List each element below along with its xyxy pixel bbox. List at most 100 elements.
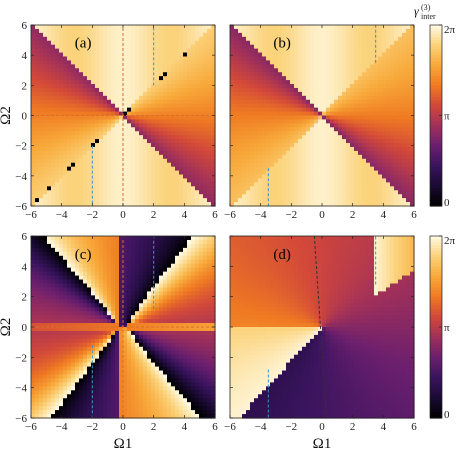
heatmap-cell	[151, 150, 156, 156]
heatmap-cell	[394, 91, 399, 97]
heatmap-cell	[83, 275, 88, 281]
heatmap-cell	[131, 107, 136, 113]
heatmap-cell	[39, 119, 44, 124]
heatmap-cell	[191, 76, 196, 81]
heatmap-cell	[131, 60, 136, 65]
heatmap-cell	[87, 251, 92, 257]
heatmap-cell	[75, 394, 80, 399]
heatmap-cell	[131, 115, 136, 121]
heatmap-cell	[103, 131, 108, 136]
heatmap-cell	[390, 143, 395, 148]
heatmap-cell	[91, 143, 96, 148]
heatmap-cell	[47, 315, 52, 320]
heatmap-cell	[318, 44, 323, 50]
heatmap-cell	[195, 139, 200, 144]
heatmap-cell	[59, 279, 64, 285]
heatmap-cell	[55, 119, 60, 124]
heatmap-cell	[71, 91, 76, 97]
heatmap-cell	[203, 103, 208, 109]
heatmap-cell	[195, 194, 200, 199]
heatmap-cell	[398, 56, 403, 62]
heatmap-cell	[87, 174, 92, 180]
heatmap-cell	[79, 366, 84, 372]
heatmap-cell	[83, 139, 88, 144]
heatmap-cell	[322, 143, 327, 148]
heatmap-cell	[67, 103, 72, 109]
heatmap-cell	[55, 131, 60, 136]
heatmap-cell	[155, 123, 160, 128]
heatmap-cell	[278, 99, 283, 105]
heatmap-cell	[282, 32, 287, 38]
y-tick-label: −6	[15, 201, 27, 213]
heatmap-cell	[410, 95, 415, 101]
heatmap-cell	[51, 307, 56, 312]
heatmap-cell	[230, 103, 235, 109]
heatmap-cell	[115, 135, 120, 140]
heatmap-cell	[35, 342, 40, 348]
heatmap-cell	[374, 99, 379, 105]
heatmap-cell	[43, 143, 48, 148]
heatmap-cell	[31, 154, 36, 160]
heatmap-cell	[334, 52, 339, 58]
heatmap-cell	[314, 25, 319, 30]
heatmap-cell	[246, 158, 251, 164]
heatmap-cell	[67, 139, 72, 144]
heatmap-cell	[334, 139, 339, 144]
heatmap-cell	[298, 52, 303, 58]
heatmap-cell	[71, 247, 76, 253]
heatmap-cell	[47, 271, 52, 277]
heatmap-cell	[278, 95, 283, 101]
heatmap-cell	[242, 87, 247, 93]
heatmap-cell	[67, 338, 72, 344]
heatmap-cell	[95, 68, 100, 73]
heatmap-cell	[63, 158, 68, 164]
heatmap-cell	[67, 330, 72, 336]
heatmap-cell	[59, 362, 64, 368]
heatmap-cell	[358, 80, 363, 85]
heatmap-cell	[111, 198, 116, 203]
heatmap-cell	[155, 103, 160, 109]
heatmap-cell	[83, 247, 88, 253]
heatmap-cell	[270, 64, 275, 69]
heatmap-cell	[35, 287, 40, 292]
heatmap-cell	[374, 198, 379, 203]
heatmap-cell	[338, 72, 343, 77]
heatmap-cell	[43, 414, 48, 419]
heatmap-cell	[270, 119, 275, 124]
heatmap-cell	[31, 303, 36, 308]
heatmap-cell	[270, 107, 275, 113]
heatmap-cell	[378, 135, 383, 140]
heatmap-cell	[238, 115, 243, 121]
heatmap-cell	[402, 107, 407, 113]
heatmap-cell	[366, 135, 371, 140]
heatmap-cell	[234, 194, 239, 199]
heatmap-cell	[55, 28, 60, 34]
panel-label: (a)	[75, 36, 92, 52]
heatmap-cell	[47, 303, 52, 308]
heatmap-cell	[374, 80, 379, 85]
heatmap-cell	[250, 107, 255, 113]
heatmap-cell	[95, 103, 100, 109]
heatmap-cell	[59, 247, 64, 253]
heatmap-cell	[358, 190, 363, 195]
heatmap-cell	[378, 111, 383, 117]
heatmap-cell	[51, 146, 56, 152]
heatmap-cell	[274, 91, 279, 97]
heatmap-cell	[294, 111, 299, 117]
heatmap-cell	[111, 170, 116, 176]
heatmap-cell	[175, 139, 180, 144]
heatmap-cell	[47, 64, 52, 69]
heatmap-cell	[266, 91, 271, 97]
heatmap-cell	[103, 91, 108, 97]
heatmap-cell	[103, 87, 108, 93]
heatmap-cell	[302, 40, 307, 46]
heatmap-cell	[374, 150, 379, 156]
heatmap-cell	[242, 25, 247, 30]
heatmap-cell	[95, 56, 100, 62]
heatmap-cell	[402, 143, 407, 148]
heatmap-cell	[95, 72, 100, 77]
heatmap-cell	[238, 99, 243, 105]
heatmap-cell	[143, 198, 148, 203]
heatmap-cell	[346, 190, 351, 195]
heatmap-cell	[183, 182, 188, 187]
